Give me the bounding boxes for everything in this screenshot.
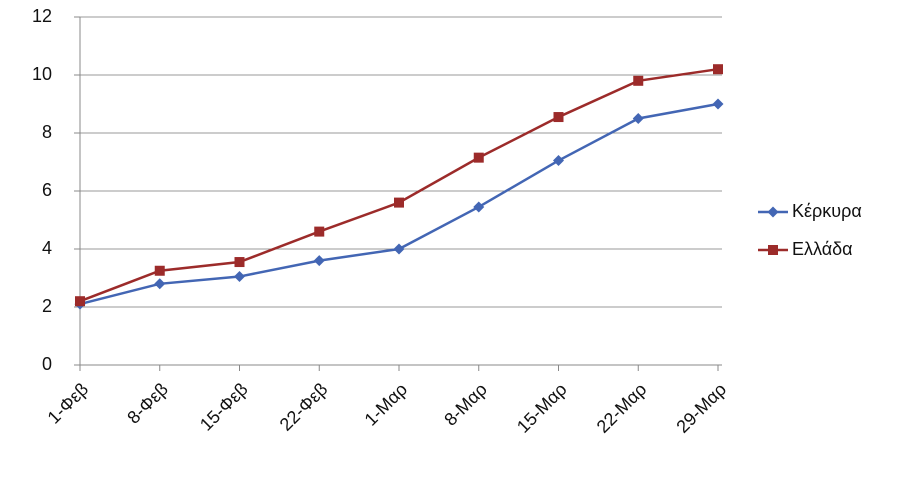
data-point xyxy=(632,113,644,124)
y-tick-label: 12 xyxy=(32,6,52,26)
x-tick-label: 1-Φεβ xyxy=(44,379,93,428)
x-tick-label: 15-Μαρ xyxy=(513,379,571,437)
data-point xyxy=(154,278,166,290)
data-point xyxy=(154,265,165,276)
data-point xyxy=(394,197,404,208)
data-point xyxy=(234,257,245,268)
x-tick-label: 8-Μαρ xyxy=(440,379,491,430)
data-point xyxy=(473,201,485,213)
legend-marker xyxy=(767,206,779,218)
x-tick-label: 22-Φεβ xyxy=(276,379,332,435)
y-tick-label: 8 xyxy=(42,122,52,142)
legend-marker xyxy=(768,245,778,255)
x-tick-label: 15-Φεβ xyxy=(196,379,252,435)
data-point xyxy=(393,243,405,255)
legend-label: Κέρκυρα xyxy=(792,201,862,221)
x-tick-label: 29-Μαρ xyxy=(672,379,730,437)
data-point xyxy=(553,112,564,123)
data-point xyxy=(234,271,245,283)
data-point xyxy=(713,64,723,75)
y-tick-label: 6 xyxy=(42,180,52,200)
y-tick-label: 10 xyxy=(32,64,52,84)
x-tick-label: 8-Φεβ xyxy=(123,379,172,428)
data-point xyxy=(314,226,325,237)
series-line xyxy=(79,67,719,303)
data-point xyxy=(553,155,564,167)
data-point xyxy=(633,75,644,86)
data-point xyxy=(75,296,85,307)
x-tick-label: 22-Μαρ xyxy=(593,379,651,437)
data-point xyxy=(473,152,484,163)
legend-label: Ελλάδα xyxy=(792,239,853,259)
data-point xyxy=(712,98,724,110)
y-tick-label: 0 xyxy=(42,354,52,374)
y-tick-label: 2 xyxy=(42,296,52,316)
data-point xyxy=(313,255,325,267)
y-tick-label: 4 xyxy=(42,238,52,258)
x-tick-label: 1-Μαρ xyxy=(361,379,412,430)
